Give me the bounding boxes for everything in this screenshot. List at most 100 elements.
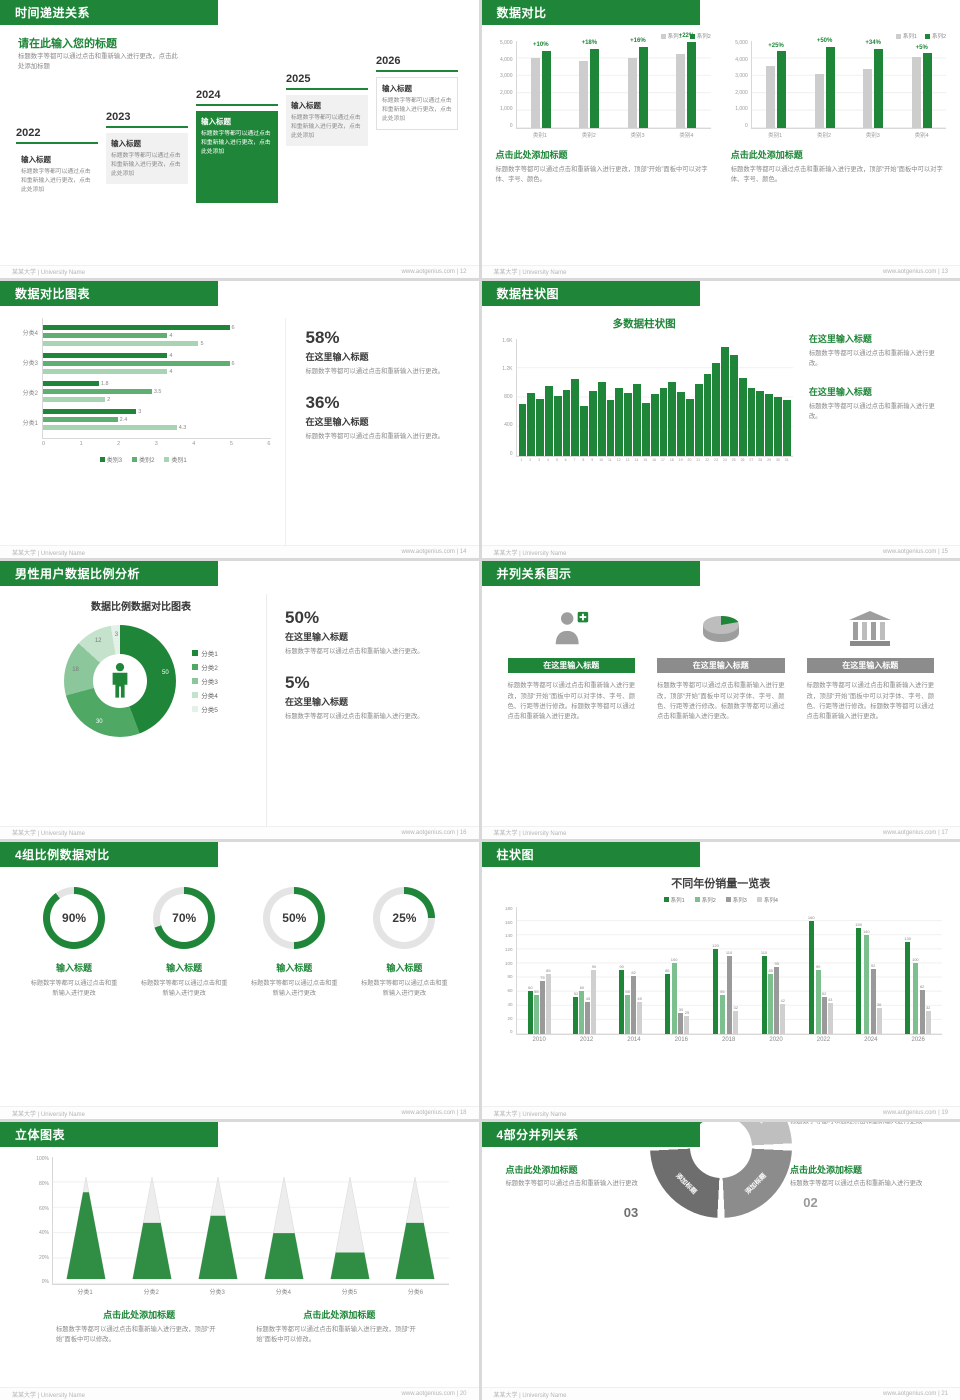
- slide-12-timeline[interactable]: 时间递进关系 请在此输入您的标题 标题数字等都可以通过点击和重新输入进行更改，点…: [0, 0, 479, 278]
- hb-plot: 6 4 5 4 6 4 1.8 3.5 2 3 2.4 4.3: [42, 317, 271, 438]
- pc-bar: [825, 47, 835, 128]
- sw: [694, 897, 700, 903]
- slide-footer: 某某大学 | University Name www.aotgenius.com…: [0, 1387, 479, 1400]
- slide-title: 4部分并列关系: [496, 1128, 579, 1143]
- mb-val: 36: [876, 1002, 882, 1008]
- mb-val: 90: [591, 964, 597, 970]
- pc-ylabel: 4,000: [735, 56, 748, 63]
- mb-bar: [827, 1003, 833, 1034]
- hb-tick: 2: [117, 440, 121, 447]
- cc-bar: [615, 388, 624, 456]
- slide-13-data-compare[interactable]: 数据对比 系列1 系列2 5,000 4,000 3,000 2,000 1,000 0 +…: [481, 0, 960, 278]
- cc-bar: [641, 402, 650, 456]
- caption-title: 点击此处添加标题: [730, 150, 803, 160]
- legend-item: 系列2: [924, 32, 946, 40]
- slide-17-parallel[interactable]: 并列关系图示 在这里输入标题 标题数字等都可以通过点击和重新输入进行更改，顶部“…: [481, 561, 960, 839]
- footer-page: 14: [459, 549, 467, 556]
- chart-title: 数据比例数据对比图表: [91, 602, 192, 614]
- mb-col: 82: [631, 907, 637, 1034]
- slide-14-hbar-chart[interactable]: 数据对比图表 分类4 分类3 分类2 分类1 6 4 5 4 6 4 1.8 3.5 2 3 2.4 4.3 0…: [0, 280, 479, 559]
- column-text: 标题数字等都可以通过点击和重新输入进行更改，顶部“开始”面板中可以对字体、字号、…: [657, 682, 785, 721]
- slide-21-quad-relation[interactable]: 4部分并列关系 点击此处添加标题 标题数字等都可以通过点击和重新输入进行更改 点…: [481, 1122, 960, 1400]
- column-label-bar: 在这里输入标题: [806, 658, 934, 674]
- mb-col: 52: [821, 907, 827, 1034]
- footer-site: www.aotgenius.com: [883, 549, 937, 556]
- column-text: 标题数字等都可以通过点击和重新输入进行更改，顶部“开始”面板中可以对字体、字号、…: [507, 682, 636, 721]
- lgv: 分类1: [192, 648, 218, 658]
- step-number: 02: [803, 1195, 818, 1211]
- mb-col: 52: [573, 907, 579, 1034]
- hb-x: 0 1 2 3 4 5 6: [42, 437, 271, 447]
- slide-footer: 某某大学 | University Name www.aotgenius.com…: [0, 1106, 479, 1120]
- cc-xlabel: 11: [608, 457, 612, 462]
- stat-text: 标题数字等都可以通过点击和重新输入进行更改。: [305, 432, 445, 440]
- cc-plot: [515, 338, 793, 457]
- slide-15-column-chart[interactable]: 数据柱状图 多数据柱状图 1.6K 1.2K 800 400 0 1 2 3 4 5 6 7 8 9 10 1…: [481, 280, 960, 559]
- hb-val: 1.8: [100, 380, 109, 387]
- pc-pct: +25%: [768, 42, 784, 49]
- cc-bar: [721, 347, 729, 456]
- cc-bar: [553, 395, 562, 456]
- legend-label: 类别1: [171, 457, 187, 464]
- timeline-label: 输入标题: [111, 139, 141, 148]
- pc-g: +10%: [521, 41, 561, 128]
- cone-shape: [198, 1177, 238, 1280]
- cc-xlabel: 3: [538, 457, 541, 462]
- mb-col: 100: [671, 907, 677, 1034]
- mb-g: 130 100 62 32: [904, 907, 931, 1034]
- mb-bar: [905, 942, 911, 1034]
- pc-y: 5,000 4,000 3,000 2,000 1,000 0: [731, 41, 751, 129]
- slide-title-bar: 数据柱状图: [481, 280, 700, 306]
- cc-bar: [650, 394, 659, 456]
- mb-val: 90: [619, 964, 624, 970]
- hb-val: 4: [169, 368, 173, 375]
- pc-bar: [874, 48, 884, 128]
- ring-column: 70% 输入标题 标题数字等都可以通过点击和重新输入进行更改: [138, 883, 230, 1107]
- mb-bar: [585, 1002, 591, 1034]
- cc-bar: [536, 398, 544, 456]
- cc-xlabel: 10: [599, 457, 603, 462]
- cc-xlabel: 19: [678, 457, 683, 462]
- hb-line: 1.8: [43, 381, 271, 387]
- mb-col: 85: [768, 907, 774, 1034]
- footer-page: 17: [941, 829, 948, 836]
- hb-tick: 1: [79, 440, 83, 447]
- caption-text: 标题数字等都可以通过点击和重新输入进行更改，顶部“开始”面板中可以对字体、字号、…: [730, 166, 943, 184]
- mb-col: 120: [712, 907, 719, 1034]
- segment-label: 添加标题: [744, 1172, 768, 1196]
- slide-20-cone-chart[interactable]: 立体图表 100% 80% 60% 40% 20% 0% 分类1 分类2 分类3 分类4 分类5 分…: [0, 1122, 479, 1400]
- slide-content: 多数据柱状图 1.6K 1.2K 800 400 0 1 2 3 4 5 6 7 8 9 10 11 12 13 1…: [482, 306, 960, 546]
- slide-16-donut-analysis[interactable]: 男性用户数据比例分析 数据比例数据对比图表 50 30 18 12 3 分类1 分类2 分类…: [0, 561, 479, 839]
- slide-title: 柱状图: [496, 847, 535, 862]
- grouped-bar-chart: 5,000 4,000 3,000 2,000 1,000 0 +10% +18% +16% +2…: [496, 33, 711, 139]
- mb-val: 120: [712, 943, 719, 949]
- sc-xlabel: 分类5: [341, 1290, 358, 1297]
- mb-col: 110: [761, 907, 767, 1034]
- pc-bar: [590, 48, 600, 128]
- slide-content: 分类4 分类3 分类2 分类1 6 4 5 4 6 4 1.8 3.5 2 3 2.4 4.3 0 1 2 3 4 5 6 类…: [0, 306, 479, 546]
- mb-bar: [815, 970, 821, 1034]
- ring-column: 25% 输入标题 标题数字等都可以通过点击和重新输入进行更改: [358, 883, 450, 1107]
- cc-xlabel: 23: [714, 457, 718, 462]
- pc-pct: +16%: [630, 38, 646, 45]
- mb-ylabel: 140: [504, 933, 513, 939]
- hb-bar: [43, 389, 152, 395]
- pc-pct: +10%: [533, 41, 549, 48]
- hb-line: 5: [43, 341, 271, 347]
- mb-xlabel: 2022: [816, 1036, 831, 1043]
- slide-footer: 某某大学 | University Name www.aotgenius.com…: [0, 825, 479, 839]
- sc-ylabel: 40%: [38, 1230, 49, 1237]
- pc-row: 5,000 4,000 3,000 2,000 1,000 0 +10% +18% +16% +2…: [496, 33, 711, 129]
- slide-18-ring-compare[interactable]: 4组比例数据对比 90% 输入标题 标题数字等都可以通过点击和重新输入进行更改 …: [0, 841, 479, 1120]
- pc-y: 5,000 4,000 3,000 2,000 1,000 0: [496, 41, 516, 129]
- lg-item: 类别2: [132, 455, 154, 464]
- hb-tick: 6: [267, 440, 271, 447]
- mb-val: 130: [904, 936, 911, 942]
- cc-bar: [544, 386, 553, 456]
- mb-val: 85: [768, 967, 773, 973]
- cc-bar: [747, 388, 756, 456]
- mb-plot: 60 55 75 85 52 60 45 90 90 55 82 45 85 100 30 25 120 55 11…: [515, 906, 942, 1035]
- slide-title-bar: 立体图表: [0, 1122, 218, 1148]
- slide-19-grouped-columns[interactable]: 柱状图 不同年份销量一览表 系列1 系列2 系列3 系列4 180 160 140 120 1…: [481, 841, 960, 1120]
- mb-val: 110: [725, 950, 733, 956]
